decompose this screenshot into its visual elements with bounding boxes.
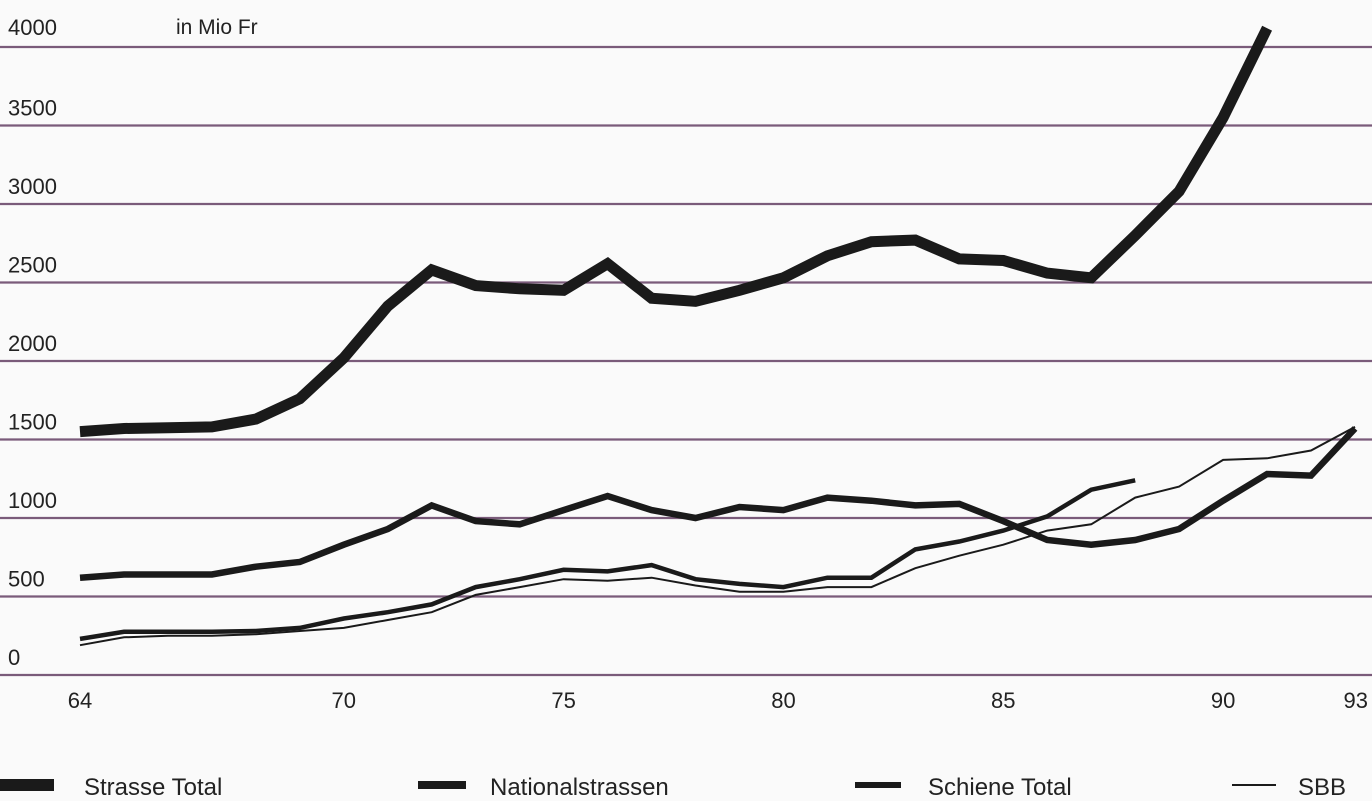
y-tick-label: 0 <box>8 645 20 670</box>
y-tick-label: 2000 <box>8 331 57 356</box>
y-axis-ticks: 0 500 1000 1500 2000 2500 3000 3500 4000 <box>8 15 57 670</box>
x-tick-label: 70 <box>332 688 356 713</box>
unit-label: in Mio Fr <box>176 16 258 39</box>
x-tick-label: 85 <box>991 688 1015 713</box>
series-line-sbb <box>79 426 1356 647</box>
y-tick-label: 4000 <box>8 15 57 40</box>
legend-swatch <box>1232 784 1276 786</box>
y-tick-label: 3500 <box>8 96 57 121</box>
series-line-nationalstrassen <box>79 426 1358 581</box>
legend-label: Nationalstrassen <box>490 774 669 801</box>
x-axis-ticks: 64 70 75 80 85 90 93 <box>68 688 1368 713</box>
x-tick-label: 80 <box>771 688 795 713</box>
y-tick-label: 2500 <box>8 253 57 278</box>
x-tick-label: 64 <box>68 688 92 713</box>
x-tick-label: 75 <box>551 688 575 713</box>
y-tick-label: 1500 <box>8 410 57 435</box>
y-tick-label: 500 <box>8 567 45 592</box>
series-layer <box>79 25 1358 647</box>
legend: Strasse Total Nationalstrassen Schiene Tot… <box>0 774 1346 801</box>
legend-label: Schiene Total <box>928 774 1072 801</box>
legend-swatch <box>855 782 901 788</box>
legend-label: Strasse Total <box>84 774 222 801</box>
legend-swatch <box>0 779 54 791</box>
y-tick-label: 1000 <box>8 488 57 513</box>
series-line-schiene-total <box>79 478 1136 642</box>
x-tick-label: 90 <box>1211 688 1235 713</box>
x-tick-label: 93 <box>1344 688 1368 713</box>
gridlines <box>0 45 1372 677</box>
legend-label: SBB <box>1298 774 1346 801</box>
series-line-strasse-total <box>79 25 1273 438</box>
legend-swatch <box>418 781 466 789</box>
y-tick-label: 3000 <box>8 174 57 199</box>
